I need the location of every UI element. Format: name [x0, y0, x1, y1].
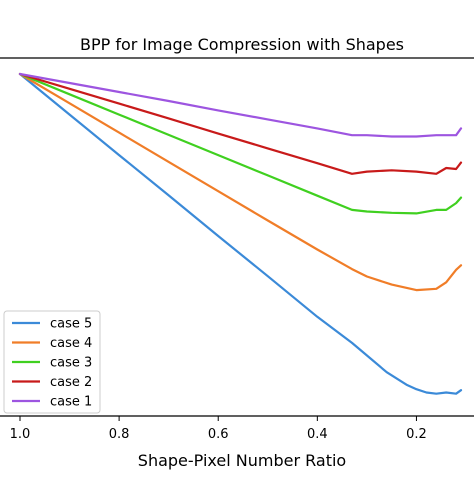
- legend-label: case 4: [50, 336, 92, 351]
- series-lines: [18, 72, 463, 395]
- series-line-case-2: [18, 72, 463, 175]
- series-line-case-5: [18, 72, 463, 395]
- chart-title: BPP for Image Compression with Shapes: [80, 35, 404, 54]
- legend-box: [3, 310, 101, 414]
- x-axis-label: Shape-Pixel Number Ratio: [138, 451, 346, 470]
- legend-label: case 2: [50, 375, 92, 390]
- legend-label: case 1: [50, 395, 92, 410]
- legend: case 5 case 4 case 3 case 2 case 1: [3, 310, 101, 414]
- legend-label: case 5: [50, 317, 92, 332]
- x-tick-label: 1.0: [10, 427, 31, 442]
- x-ticks: 1.0 0.8 0.6 0.4 0.2: [10, 416, 427, 442]
- series-line-case-4: [18, 72, 463, 292]
- x-tick-label: 0.2: [406, 427, 427, 442]
- x-tick-label: 0.6: [208, 427, 229, 442]
- x-tick-label: 0.8: [109, 427, 130, 442]
- series-line-case-3: [18, 72, 463, 215]
- x-tick-label: 0.4: [307, 427, 328, 442]
- legend-label: case 3: [50, 356, 92, 371]
- axes: [0, 57, 474, 417]
- series-line-case-1: [18, 72, 463, 138]
